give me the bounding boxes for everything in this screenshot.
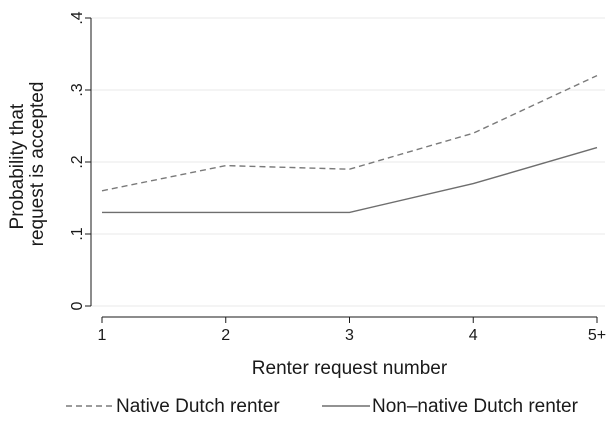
- series-line-native: [101, 74, 598, 192]
- y-tick-label: .1: [69, 227, 86, 240]
- series: [101, 74, 598, 214]
- axes: [90, 18, 597, 318]
- x-tick-label: 4: [469, 327, 478, 344]
- x-ticks: 1 2 3 4 5+: [98, 317, 606, 344]
- legend-label-non-native: Non–native Dutch renter: [372, 396, 579, 417]
- y-ticks: 0 .1 .2 .3 .4: [69, 11, 91, 310]
- grid-lines: [91, 17, 605, 307]
- series-line-non-native: [102, 146, 598, 214]
- x-tick-label: 2: [221, 327, 230, 344]
- y-tick-label: .3: [69, 83, 86, 96]
- legend: Native Dutch renter Non–native Dutch ren…: [66, 396, 579, 417]
- x-tick-label: 5+: [588, 327, 606, 344]
- x-tick-label: 1: [98, 327, 107, 344]
- y-tick-label: .2: [69, 155, 86, 168]
- y-axis-title-line-1: Probability that: [7, 103, 28, 229]
- x-axis-title: Renter request number: [252, 358, 448, 379]
- y-tick-label: .4: [69, 11, 86, 24]
- y-axis-title-line-2: request is accepted: [27, 82, 48, 247]
- y-tick-label: 0: [69, 301, 86, 310]
- legend-label-native: Native Dutch renter: [116, 396, 280, 417]
- x-tick-label: 3: [345, 327, 354, 344]
- y-axis-title: Probability that request is accepted: [7, 82, 48, 247]
